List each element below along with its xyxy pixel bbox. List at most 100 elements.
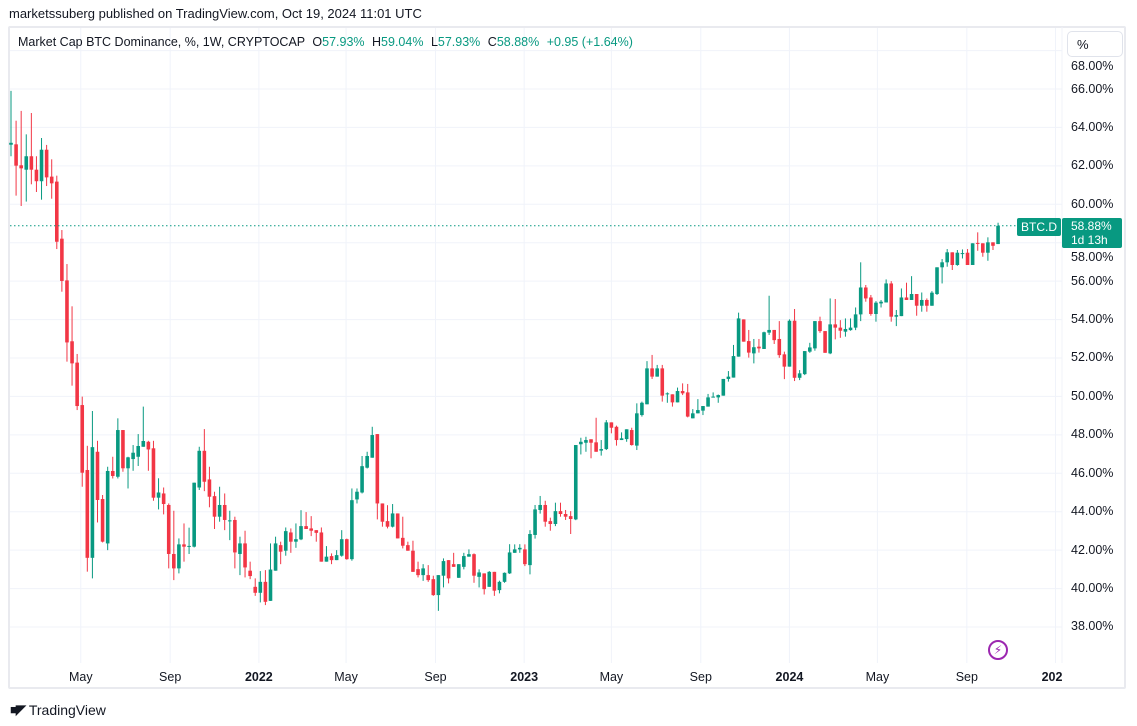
- candle-body: [182, 544, 186, 547]
- candle-body: [34, 169, 39, 182]
- candle-body: [914, 294, 919, 306]
- candle: [818, 316, 822, 333]
- y-tick-label: 58.00%: [1071, 250, 1114, 264]
- candle: [156, 478, 161, 510]
- candle: [568, 511, 573, 534]
- candle-body: [253, 586, 258, 593]
- candle: [411, 540, 415, 572]
- candle-body: [604, 422, 609, 450]
- candle: [685, 383, 690, 418]
- y-tick-label: 50.00%: [1071, 388, 1114, 403]
- x-tick-label: 2025: [1041, 670, 1062, 684]
- candle: [792, 309, 797, 382]
- candle-body: [258, 581, 263, 593]
- candle: [192, 482, 196, 548]
- candle-body: [278, 545, 283, 552]
- candle: [80, 396, 85, 487]
- candle-body: [24, 156, 29, 170]
- time-axis[interactable]: May Sep 2022 May Sep 2023 May Sep 2024 May Sep 2025: [10, 668, 1062, 688]
- candle: [395, 513, 400, 539]
- candle: [207, 466, 212, 508]
- candle: [487, 571, 492, 587]
- candle-body: [238, 543, 242, 554]
- candle-body: [701, 406, 705, 411]
- candle: [227, 510, 232, 541]
- candle-body: [802, 351, 807, 375]
- candle-body: [95, 451, 100, 500]
- candle: [843, 318, 848, 337]
- candle: [248, 561, 252, 580]
- tradingview-logo[interactable]: ■◤ TradingView: [10, 702, 106, 718]
- candle-body: [283, 531, 288, 551]
- candle-body: [85, 470, 90, 558]
- candle-body: [477, 572, 481, 577]
- candle-body: [421, 568, 425, 576]
- candle-body: [904, 297, 909, 300]
- candle-body: [339, 539, 344, 556]
- x-tick-label: 2023: [510, 670, 539, 684]
- candle: [141, 406, 146, 447]
- candle: [131, 445, 135, 471]
- candle: [619, 432, 624, 441]
- candle-body: [553, 511, 558, 525]
- candle: [283, 527, 288, 556]
- candle-body: [609, 422, 614, 428]
- candle: [75, 353, 79, 411]
- candle: [462, 552, 466, 570]
- candle-body: [390, 513, 395, 527]
- candle-body: [126, 457, 130, 469]
- candle: [166, 503, 171, 569]
- candle: [894, 309, 899, 327]
- candle-body: [136, 445, 140, 457]
- x-tick-label: Sep: [955, 670, 978, 684]
- candle-body: [350, 500, 354, 560]
- candle: [400, 516, 405, 549]
- candle-body: [100, 499, 105, 542]
- candle: [212, 491, 217, 530]
- candle-body: [105, 470, 110, 544]
- candle-body: [736, 318, 741, 357]
- candle: [151, 440, 156, 501]
- candle-body: [655, 368, 659, 377]
- candle-body: [558, 511, 563, 515]
- candle-body: [685, 392, 690, 417]
- percent-scale-button[interactable]: %: [1067, 31, 1123, 57]
- candle: [146, 440, 151, 471]
- candle: [589, 439, 593, 459]
- candle: [19, 110, 23, 207]
- candle: [202, 429, 207, 492]
- candle-body: [599, 449, 604, 451]
- candle: [289, 528, 293, 553]
- candle: [731, 344, 736, 378]
- candle-body: [467, 554, 471, 557]
- candle: [39, 137, 44, 200]
- lightning-icon[interactable]: ⚡︎: [988, 640, 1008, 660]
- candle: [711, 392, 715, 398]
- y-tick-label: 38.00%: [1071, 619, 1114, 634]
- candle: [14, 120, 18, 196]
- candle: [70, 306, 74, 386]
- candle-body: [192, 482, 196, 547]
- candle: [24, 134, 29, 202]
- candle: [110, 456, 115, 479]
- x-tick-label: May: [599, 670, 624, 684]
- candle: [746, 329, 751, 358]
- candle: [904, 282, 909, 300]
- candle: [187, 527, 191, 554]
- candle: [899, 288, 904, 317]
- candle: [85, 445, 90, 572]
- candle-body: [446, 560, 451, 579]
- candle: [690, 409, 695, 419]
- candle-body: [497, 581, 502, 591]
- candle-body: [156, 492, 161, 498]
- candle-body: [9, 142, 13, 145]
- candle-body: [640, 402, 644, 416]
- candle-body: [110, 470, 115, 476]
- candle-body: [823, 331, 827, 353]
- candle-body: [568, 516, 573, 520]
- candle: [238, 536, 242, 576]
- candle: [309, 516, 313, 537]
- candle-body: [624, 429, 629, 440]
- candle-body: [436, 575, 441, 596]
